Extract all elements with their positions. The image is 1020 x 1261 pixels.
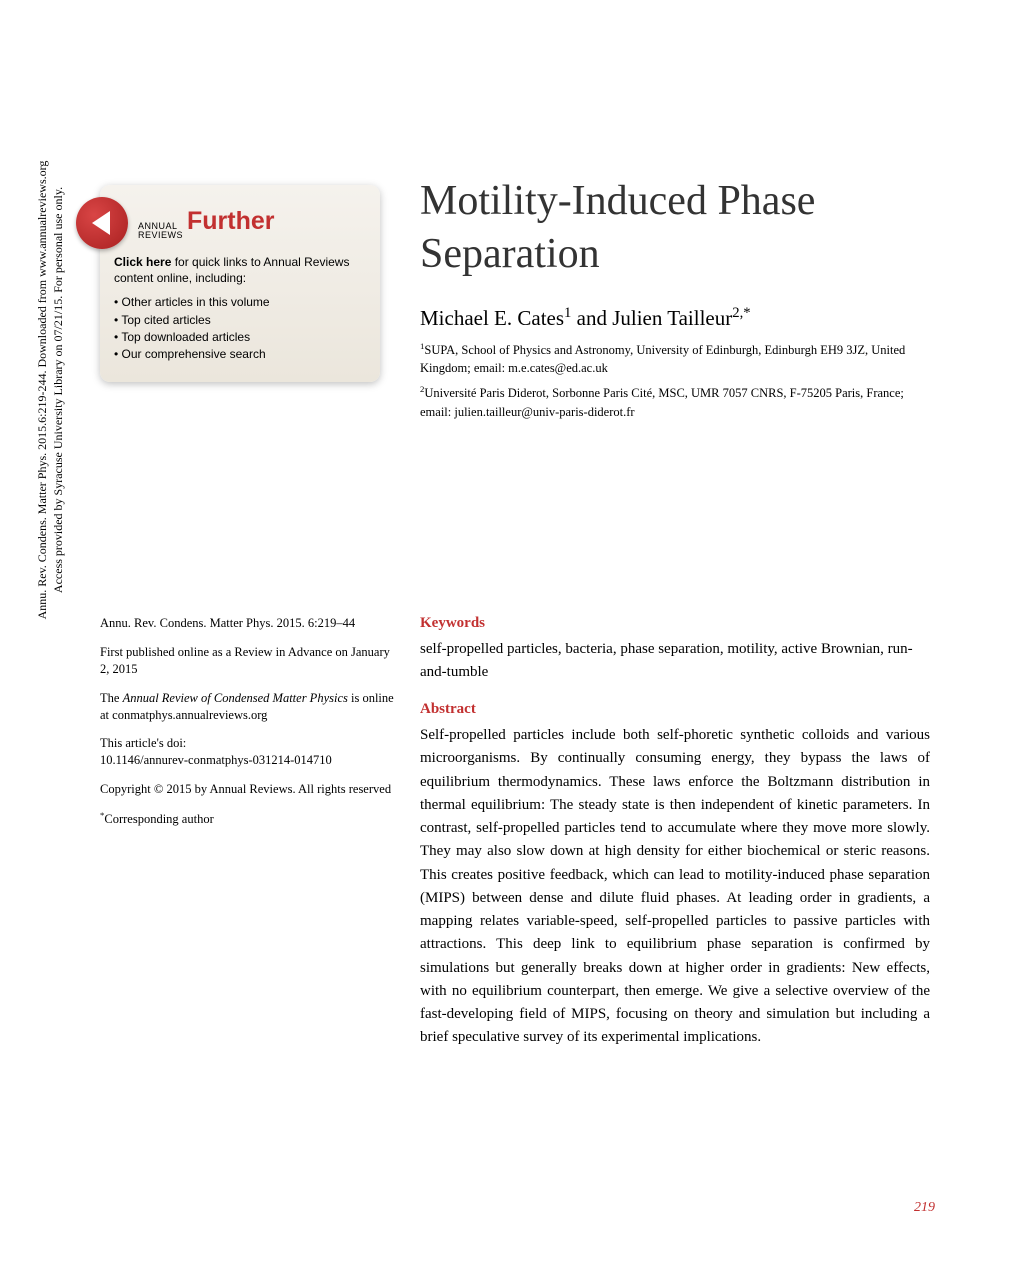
abstract-heading: Abstract — [420, 701, 930, 718]
citation: Annu. Rev. Condens. Matter Phys. 2015. 6… — [100, 615, 400, 632]
author-2-sup: 2, — [732, 305, 743, 321]
widget-link-list: Other articles in this volume Top cited … — [114, 294, 366, 364]
widget-link-search[interactable]: Our comprehensive search — [114, 346, 366, 363]
right-column: Keywords self-propelled particles, bacte… — [420, 615, 930, 1050]
journal-name: Annual Review of Condensed Matter Physic… — [123, 691, 348, 705]
widget-link-top-downloaded[interactable]: Top downloaded articles — [114, 329, 366, 346]
author-2: Julien Tailleur — [612, 306, 732, 330]
corresponding-author: *Corresponding author — [100, 810, 400, 828]
journal-online: The Annual Review of Condensed Matter Ph… — [100, 690, 400, 724]
play-icon — [92, 211, 110, 235]
brand-stack: ANNUAL REVIEWS — [138, 222, 183, 240]
corr-text: Corresponding author — [104, 812, 213, 826]
widget-header: ANNUAL REVIEWS Further — [114, 197, 366, 249]
copyright: Copyright © 2015 by Annual Reviews. All … — [100, 781, 400, 798]
download-attribution: Annu. Rev. Condens. Matter Phys. 2015.6:… — [35, 140, 66, 640]
affiliations: 1SUPA, School of Physics and Astronomy, … — [420, 340, 930, 427]
attribution-line-2: Access provided by Syracuse University L… — [51, 140, 67, 640]
widget-link-other-articles[interactable]: Other articles in this volume — [114, 294, 366, 311]
affil-1-text: SUPA, School of Physics and Astronomy, U… — [420, 343, 905, 375]
widget-brand-block: ANNUAL REVIEWS Further — [138, 207, 275, 240]
article-metadata: Annu. Rev. Condens. Matter Phys. 2015. 6… — [100, 615, 400, 840]
first-published: First published online as a Review in Ad… — [100, 644, 400, 678]
journal-pre: The — [100, 691, 123, 705]
brand-reviews: REVIEWS — [138, 231, 183, 240]
abstract-text: Self-propelled particles include both se… — [420, 724, 930, 1050]
article-title: Motility-Induced Phase Separation — [420, 175, 940, 280]
doi-block: This article's doi: 10.1146/annurev-conma… — [100, 735, 400, 769]
attribution-line-1: Annu. Rev. Condens. Matter Phys. 2015.6:… — [35, 140, 51, 640]
click-here-link[interactable]: Click here — [114, 255, 171, 269]
widget-subtext: Click here for quick links to Annual Rev… — [114, 255, 366, 286]
affiliation-2: 2Université Paris Diderot, Sorbonne Pari… — [420, 383, 930, 420]
affil-2-text: Université Paris Diderot, Sorbonne Paris… — [420, 387, 904, 419]
page-number: 219 — [914, 1200, 935, 1216]
author-1: Michael E. Cates — [420, 306, 564, 330]
doi-label: This article's doi: — [100, 736, 186, 750]
affiliation-1: 1SUPA, School of Physics and Astronomy, … — [420, 340, 930, 377]
further-widget: ANNUAL REVIEWS Further Click here for qu… — [100, 185, 380, 382]
author-line: Michael E. Cates1 and Julien Tailleur2,* — [420, 305, 751, 331]
author-and: and — [571, 306, 612, 330]
further-label: Further — [187, 207, 275, 236]
doi-value: 10.1146/annurev-conmatphys-031214-014710 — [100, 753, 332, 767]
keywords-text: self-propelled particles, bacteria, phas… — [420, 638, 930, 683]
keywords-heading: Keywords — [420, 615, 930, 632]
widget-link-top-cited[interactable]: Top cited articles — [114, 312, 366, 329]
play-button[interactable] — [76, 197, 128, 249]
author-2-star: * — [743, 305, 750, 321]
